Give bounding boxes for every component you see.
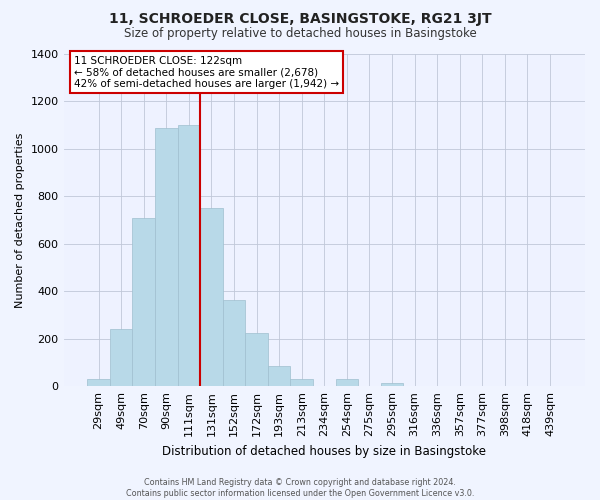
Text: Size of property relative to detached houses in Basingstoke: Size of property relative to detached ho…	[124, 28, 476, 40]
X-axis label: Distribution of detached houses by size in Basingstoke: Distribution of detached houses by size …	[162, 444, 486, 458]
Bar	[87, 379, 110, 386]
Bar	[178, 125, 200, 386]
Bar	[335, 379, 358, 386]
Text: Contains HM Land Registry data © Crown copyright and database right 2024.
Contai: Contains HM Land Registry data © Crown c…	[126, 478, 474, 498]
Bar	[223, 300, 245, 386]
Bar	[133, 218, 155, 386]
Text: 11, SCHROEDER CLOSE, BASINGSTOKE, RG21 3JT: 11, SCHROEDER CLOSE, BASINGSTOKE, RG21 3…	[109, 12, 491, 26]
Bar	[268, 366, 290, 386]
Bar	[155, 128, 178, 386]
Bar	[290, 379, 313, 386]
Y-axis label: Number of detached properties: Number of detached properties	[15, 132, 25, 308]
Bar	[245, 333, 268, 386]
Bar	[200, 208, 223, 386]
Bar	[381, 382, 403, 386]
Bar	[110, 330, 133, 386]
Text: 11 SCHROEDER CLOSE: 122sqm
← 58% of detached houses are smaller (2,678)
42% of s: 11 SCHROEDER CLOSE: 122sqm ← 58% of deta…	[74, 56, 339, 89]
